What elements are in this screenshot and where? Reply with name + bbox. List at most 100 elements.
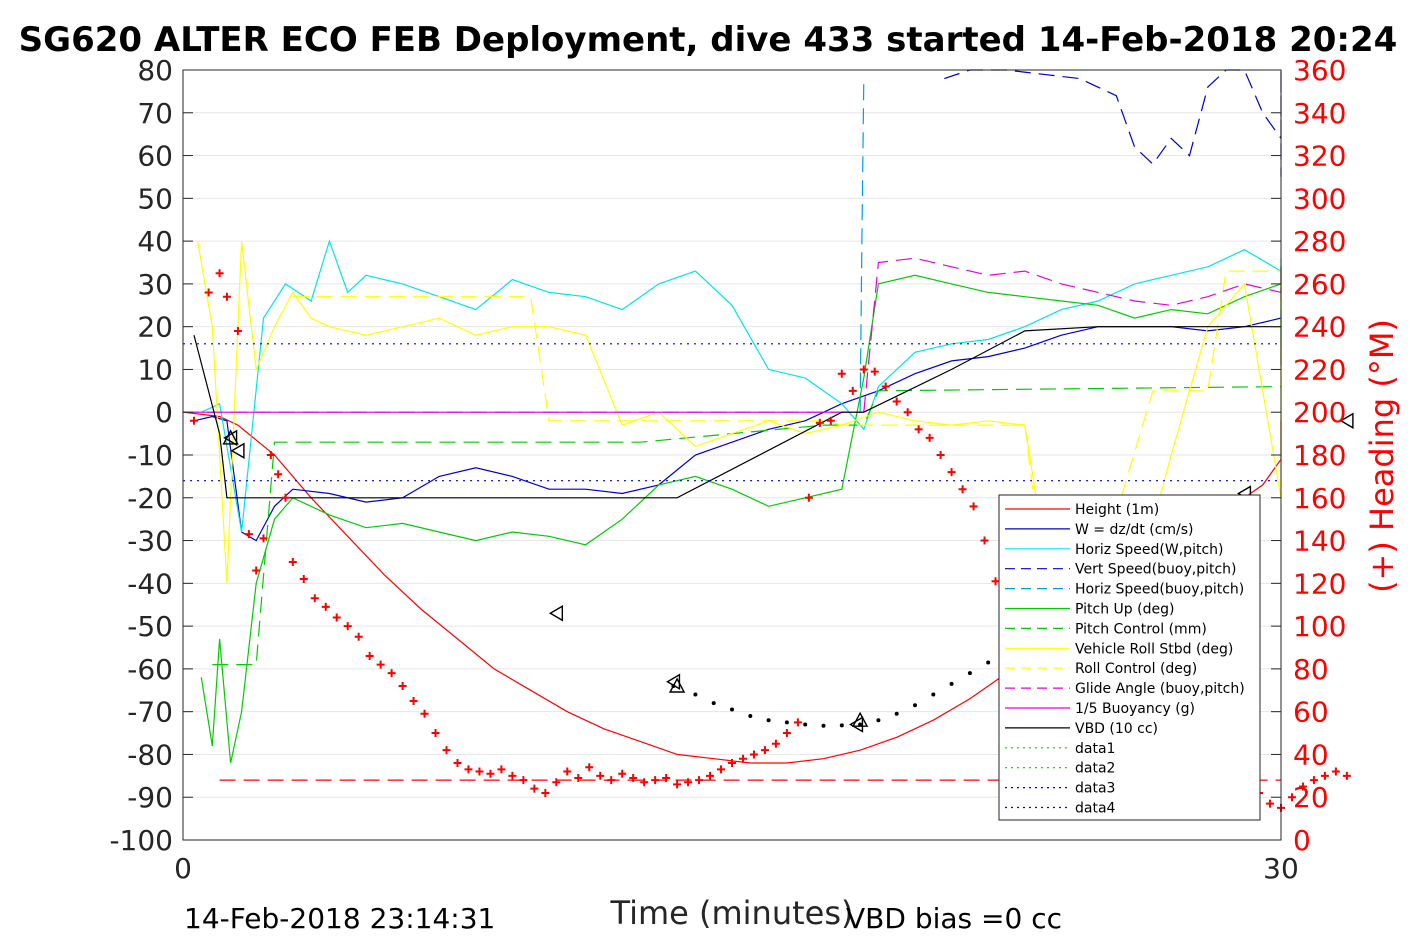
legend-entry: Pitch Up (deg) bbox=[1075, 602, 1174, 618]
legend-entry: Horiz Speed(buoy,pitch) bbox=[1075, 582, 1244, 598]
heading-point bbox=[826, 416, 835, 425]
legend-entry: Vehicle Roll Stbd (deg) bbox=[1075, 641, 1233, 657]
left-tick-label: -70 bbox=[127, 696, 173, 729]
left-tick-label: -30 bbox=[127, 525, 173, 558]
legend-entry: W = dz/dt (cm/s) bbox=[1075, 522, 1194, 538]
legend: Height (1m) W = dz/dt (cm/s) Horiz Speed(W… bbox=[998, 494, 1261, 821]
heading-point bbox=[760, 746, 769, 755]
right-y-axis-label: (+) Heading (°M) bbox=[1363, 319, 1401, 593]
series-line-glide-angle-buoy-pitch bbox=[863, 257, 1282, 413]
chart-title: SG620 ALTER ECO FEB Deployment, dive 433… bbox=[19, 20, 1398, 60]
left-tick-label: -80 bbox=[127, 738, 173, 771]
x-axis-label: Time (minutes) bbox=[610, 894, 854, 932]
heading-point bbox=[771, 739, 780, 748]
legend-entry: Pitch Control (mm) bbox=[1075, 621, 1207, 637]
vbd-dot bbox=[821, 723, 826, 728]
heading-point bbox=[252, 566, 261, 575]
heading-point bbox=[574, 773, 583, 782]
legend-entry: data3 bbox=[1075, 781, 1115, 797]
left-tick-label: 0 bbox=[155, 396, 173, 429]
heading-point bbox=[618, 769, 627, 778]
heading-point bbox=[310, 594, 319, 603]
heading-point bbox=[848, 386, 857, 395]
right-tick-label: 180 bbox=[1293, 439, 1346, 472]
heading-point bbox=[1342, 771, 1351, 780]
heading-point bbox=[563, 767, 572, 776]
heading-point bbox=[914, 425, 923, 434]
right-tick-label: 140 bbox=[1293, 525, 1346, 558]
right-tick-label: 360 bbox=[1293, 54, 1346, 87]
heading-point bbox=[706, 771, 715, 780]
heading-point bbox=[903, 408, 912, 417]
right-tick-label: 300 bbox=[1293, 182, 1346, 215]
right-tick-label: 340 bbox=[1293, 97, 1346, 130]
vbd-dot bbox=[711, 701, 716, 706]
heading-point bbox=[859, 365, 868, 374]
heading-point bbox=[442, 746, 451, 755]
heading-point bbox=[376, 660, 385, 669]
heading-point bbox=[1320, 771, 1329, 780]
legend-entry: data1 bbox=[1075, 741, 1115, 757]
heading-point bbox=[607, 776, 616, 785]
heading-point bbox=[299, 575, 308, 584]
vbd-dot bbox=[931, 692, 936, 697]
heading-point bbox=[629, 773, 638, 782]
left-tick-label: -40 bbox=[127, 567, 173, 600]
heading-point bbox=[925, 433, 934, 442]
height-marker bbox=[223, 429, 238, 447]
heading-point bbox=[936, 451, 945, 459]
left-tick-label: 50 bbox=[137, 182, 173, 215]
footer-vbd-bias: VBD bias =0 cc bbox=[846, 902, 1062, 935]
heading-point bbox=[804, 493, 813, 502]
heading-point bbox=[332, 613, 341, 622]
heading-point bbox=[204, 288, 213, 297]
legend-entry: Glide Angle (buoy,pitch) bbox=[1075, 681, 1245, 697]
heading-point bbox=[1331, 767, 1340, 776]
heading-point bbox=[365, 652, 374, 661]
vbd-dot bbox=[967, 671, 972, 676]
x-axis: 0 30 bbox=[174, 830, 1299, 885]
left-tick-label: 30 bbox=[137, 268, 173, 301]
heading-point bbox=[596, 771, 605, 780]
heading-point bbox=[673, 780, 682, 789]
heading-point bbox=[431, 729, 440, 738]
heading-point bbox=[782, 729, 791, 738]
heading-point bbox=[475, 767, 484, 776]
heading-point bbox=[189, 416, 198, 425]
right-tick-label: 200 bbox=[1293, 396, 1346, 429]
right-tick-label: 320 bbox=[1293, 140, 1346, 173]
heading-point bbox=[486, 769, 495, 778]
heading-point bbox=[453, 759, 462, 767]
left-tick-label: 60 bbox=[137, 140, 173, 173]
heading-point bbox=[662, 773, 671, 782]
legend-entry: Vert Speed(buoy,pitch) bbox=[1075, 562, 1237, 578]
left-tick-label: 80 bbox=[137, 54, 173, 87]
heading-point bbox=[552, 778, 561, 787]
heading-point bbox=[695, 776, 704, 785]
heading-point bbox=[398, 682, 407, 690]
heading-point bbox=[464, 765, 473, 774]
right-tick-label: 60 bbox=[1293, 696, 1329, 729]
heading-point bbox=[991, 577, 1000, 586]
right-tick-label: 20 bbox=[1293, 781, 1329, 814]
left-tick-label: -100 bbox=[109, 824, 173, 857]
heading-point bbox=[684, 778, 693, 787]
heading-point bbox=[640, 778, 649, 787]
vbd-dot bbox=[894, 711, 899, 716]
heading-point bbox=[215, 269, 224, 278]
heading-point bbox=[958, 485, 967, 494]
heading-point bbox=[530, 784, 539, 793]
right-tick-label: 160 bbox=[1293, 482, 1346, 515]
heading-point bbox=[259, 534, 268, 543]
left-tick-label: 20 bbox=[137, 311, 173, 344]
legend-entry: 1/5 Buoyancy (g) bbox=[1075, 701, 1195, 717]
legend-entry: VBD (10 cc) bbox=[1075, 721, 1158, 737]
left-tick-label: 10 bbox=[137, 353, 173, 386]
heading-point bbox=[980, 536, 989, 545]
right-tick-label: 40 bbox=[1293, 738, 1329, 771]
vbd-dot bbox=[876, 718, 881, 723]
right-y-axis: 3603403203002802602402202001801601401201… bbox=[1271, 54, 1346, 857]
heading-point bbox=[409, 696, 418, 705]
heading-point bbox=[343, 622, 352, 631]
